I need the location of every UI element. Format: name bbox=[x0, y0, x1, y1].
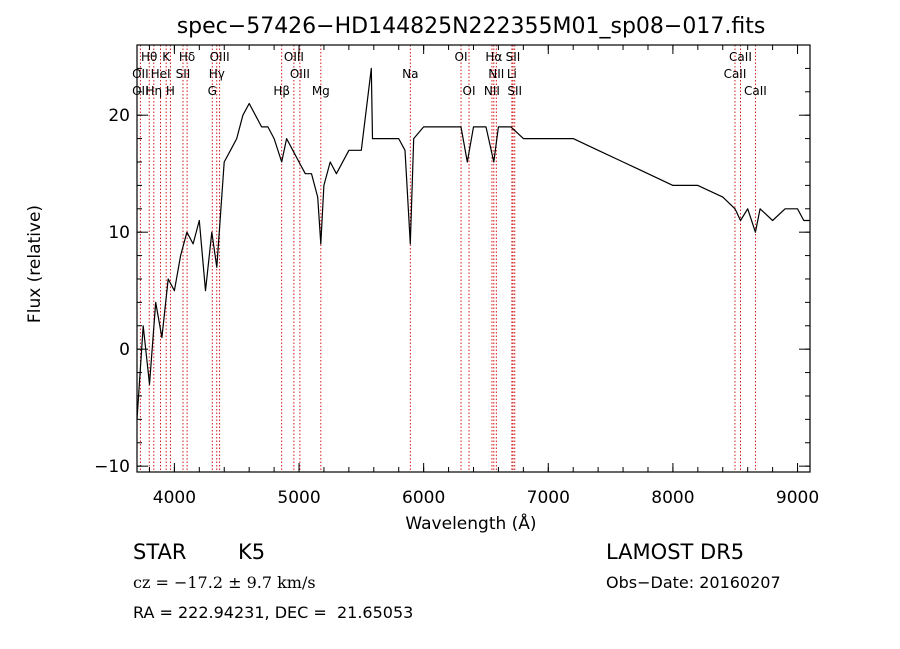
y-axis-label: Flux (relative) bbox=[25, 205, 45, 323]
spectral-line-label: OI bbox=[455, 50, 468, 64]
coordinates-readout: RA = 222.94231, DEC = 21.65053 bbox=[133, 603, 414, 622]
spectral-line-label: Li bbox=[507, 67, 517, 81]
spectral-line-label: Hθ bbox=[141, 50, 157, 64]
plot-frame bbox=[136, 44, 811, 473]
spectral-line-label: Na bbox=[402, 67, 418, 81]
redshift-readout: cz = −17.2 ± 9.7 km/s bbox=[133, 573, 316, 592]
survey-name: LAMOST DR5 bbox=[606, 540, 745, 564]
spectral-line-label: CaII bbox=[744, 84, 767, 98]
spectral-line-label: OII bbox=[132, 67, 149, 81]
spectral-line-label: G bbox=[208, 84, 217, 98]
y-tick-label: −10 bbox=[94, 457, 130, 477]
spectral-line-label: OIII bbox=[284, 50, 304, 64]
spectral-line-label: Mg bbox=[312, 84, 330, 98]
x-tick-label: 8000 bbox=[651, 488, 694, 508]
spectral-line-label: OII bbox=[132, 84, 149, 98]
spectral-line-label: CaII bbox=[724, 67, 747, 81]
spectral-line-markers bbox=[139, 45, 756, 472]
spectral-line-label: CaII bbox=[729, 50, 752, 64]
spectral-line-label: Hβ bbox=[273, 84, 290, 98]
chart-title: spec−57426−HD144825N222355M01_sp08−017.f… bbox=[177, 14, 766, 39]
x-axis-ticks: 4000 5000 6000 7000 8000 9000 bbox=[148, 45, 819, 508]
spectral-line-label: SII bbox=[176, 67, 191, 81]
x-tick-label: 9000 bbox=[776, 488, 819, 508]
spectral-line-label: K bbox=[162, 50, 171, 64]
spectral-line-label: OI bbox=[463, 84, 476, 98]
object-type: STAR bbox=[133, 540, 187, 564]
x-axis-label: Wavelength (Å) bbox=[405, 512, 536, 534]
spectral-line-label: H bbox=[166, 84, 175, 98]
x-tick-label: 5000 bbox=[277, 488, 320, 508]
spectral-line-label: OIII bbox=[210, 50, 230, 64]
spectral-line-label: Hα bbox=[485, 50, 502, 64]
spectral-line-label: NII bbox=[484, 84, 500, 98]
x-tick-label: 7000 bbox=[527, 488, 570, 508]
x-tick-label: 6000 bbox=[402, 488, 445, 508]
spectral-line-label: Hη bbox=[146, 84, 163, 98]
spectral-line-label: Hγ bbox=[209, 67, 225, 81]
spectral-line-label: SII bbox=[507, 84, 522, 98]
spectral-line-label: HeI bbox=[151, 67, 171, 81]
x-tick-label: 4000 bbox=[153, 488, 196, 508]
spectral-subclass: K5 bbox=[238, 540, 266, 564]
y-axis-ticks: −10 0 10 20 bbox=[94, 44, 810, 477]
spectrum-line bbox=[136, 67, 810, 420]
y-tick-label: 20 bbox=[108, 106, 130, 126]
spectral-line-labels: Hθ K Hδ OIII OIII OI Hα SII CaII OII HeI SII Hγ OIII N… bbox=[132, 50, 767, 98]
spectral-line-label: Hδ bbox=[179, 50, 195, 64]
y-tick-label: 0 bbox=[119, 340, 130, 360]
y-tick-label: 10 bbox=[108, 223, 130, 243]
spectral-line-label: NII bbox=[488, 67, 504, 81]
spectral-line-label: SII bbox=[506, 50, 521, 64]
spectral-line-label: OIII bbox=[290, 67, 310, 81]
observation-date: Obs−Date: 20160207 bbox=[606, 573, 781, 592]
